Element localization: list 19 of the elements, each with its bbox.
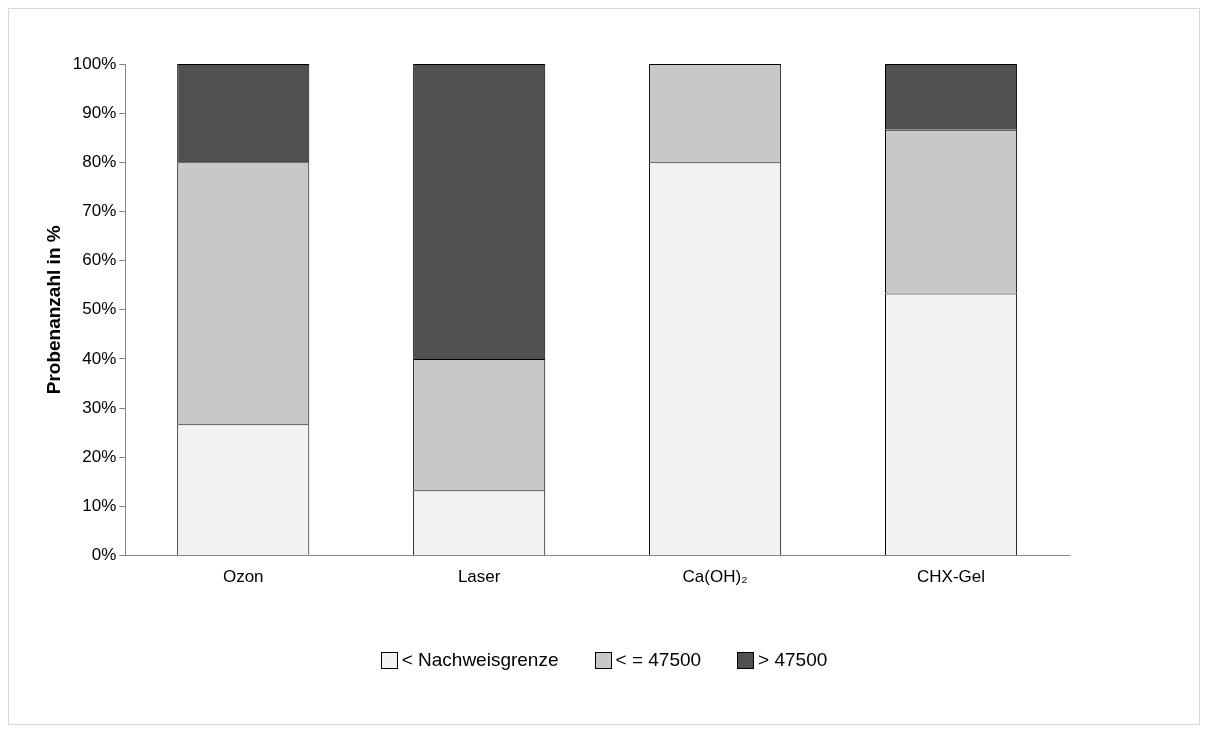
legend-label: < Nachweisgrenze [401,649,559,671]
y-tick-label: 100% [72,53,117,73]
y-tick-label: 30% [82,397,117,417]
x-tick-label: Ca(OH)₂ [682,567,748,587]
y-tick-label: 10% [82,496,117,516]
y-tick-label: 50% [82,299,117,319]
x-tick-label: CHX-Gel [917,567,986,587]
y-tick-label: 90% [82,102,117,122]
x-tick-label: Ozon [222,567,264,587]
legend-label: > 47500 [758,649,828,671]
y-axis-title: Probenanzahl in % [42,225,64,395]
y-tick-label: 40% [82,348,117,368]
legend-label: < = 47500 [615,649,702,671]
y-tick-label: 80% [82,152,117,172]
x-tick-label: Laser [457,567,501,587]
y-tick-label: 0% [91,545,117,565]
y-tick-label: 20% [82,446,117,466]
y-tick-label: 60% [82,250,117,270]
y-tick-label: 70% [82,201,117,221]
